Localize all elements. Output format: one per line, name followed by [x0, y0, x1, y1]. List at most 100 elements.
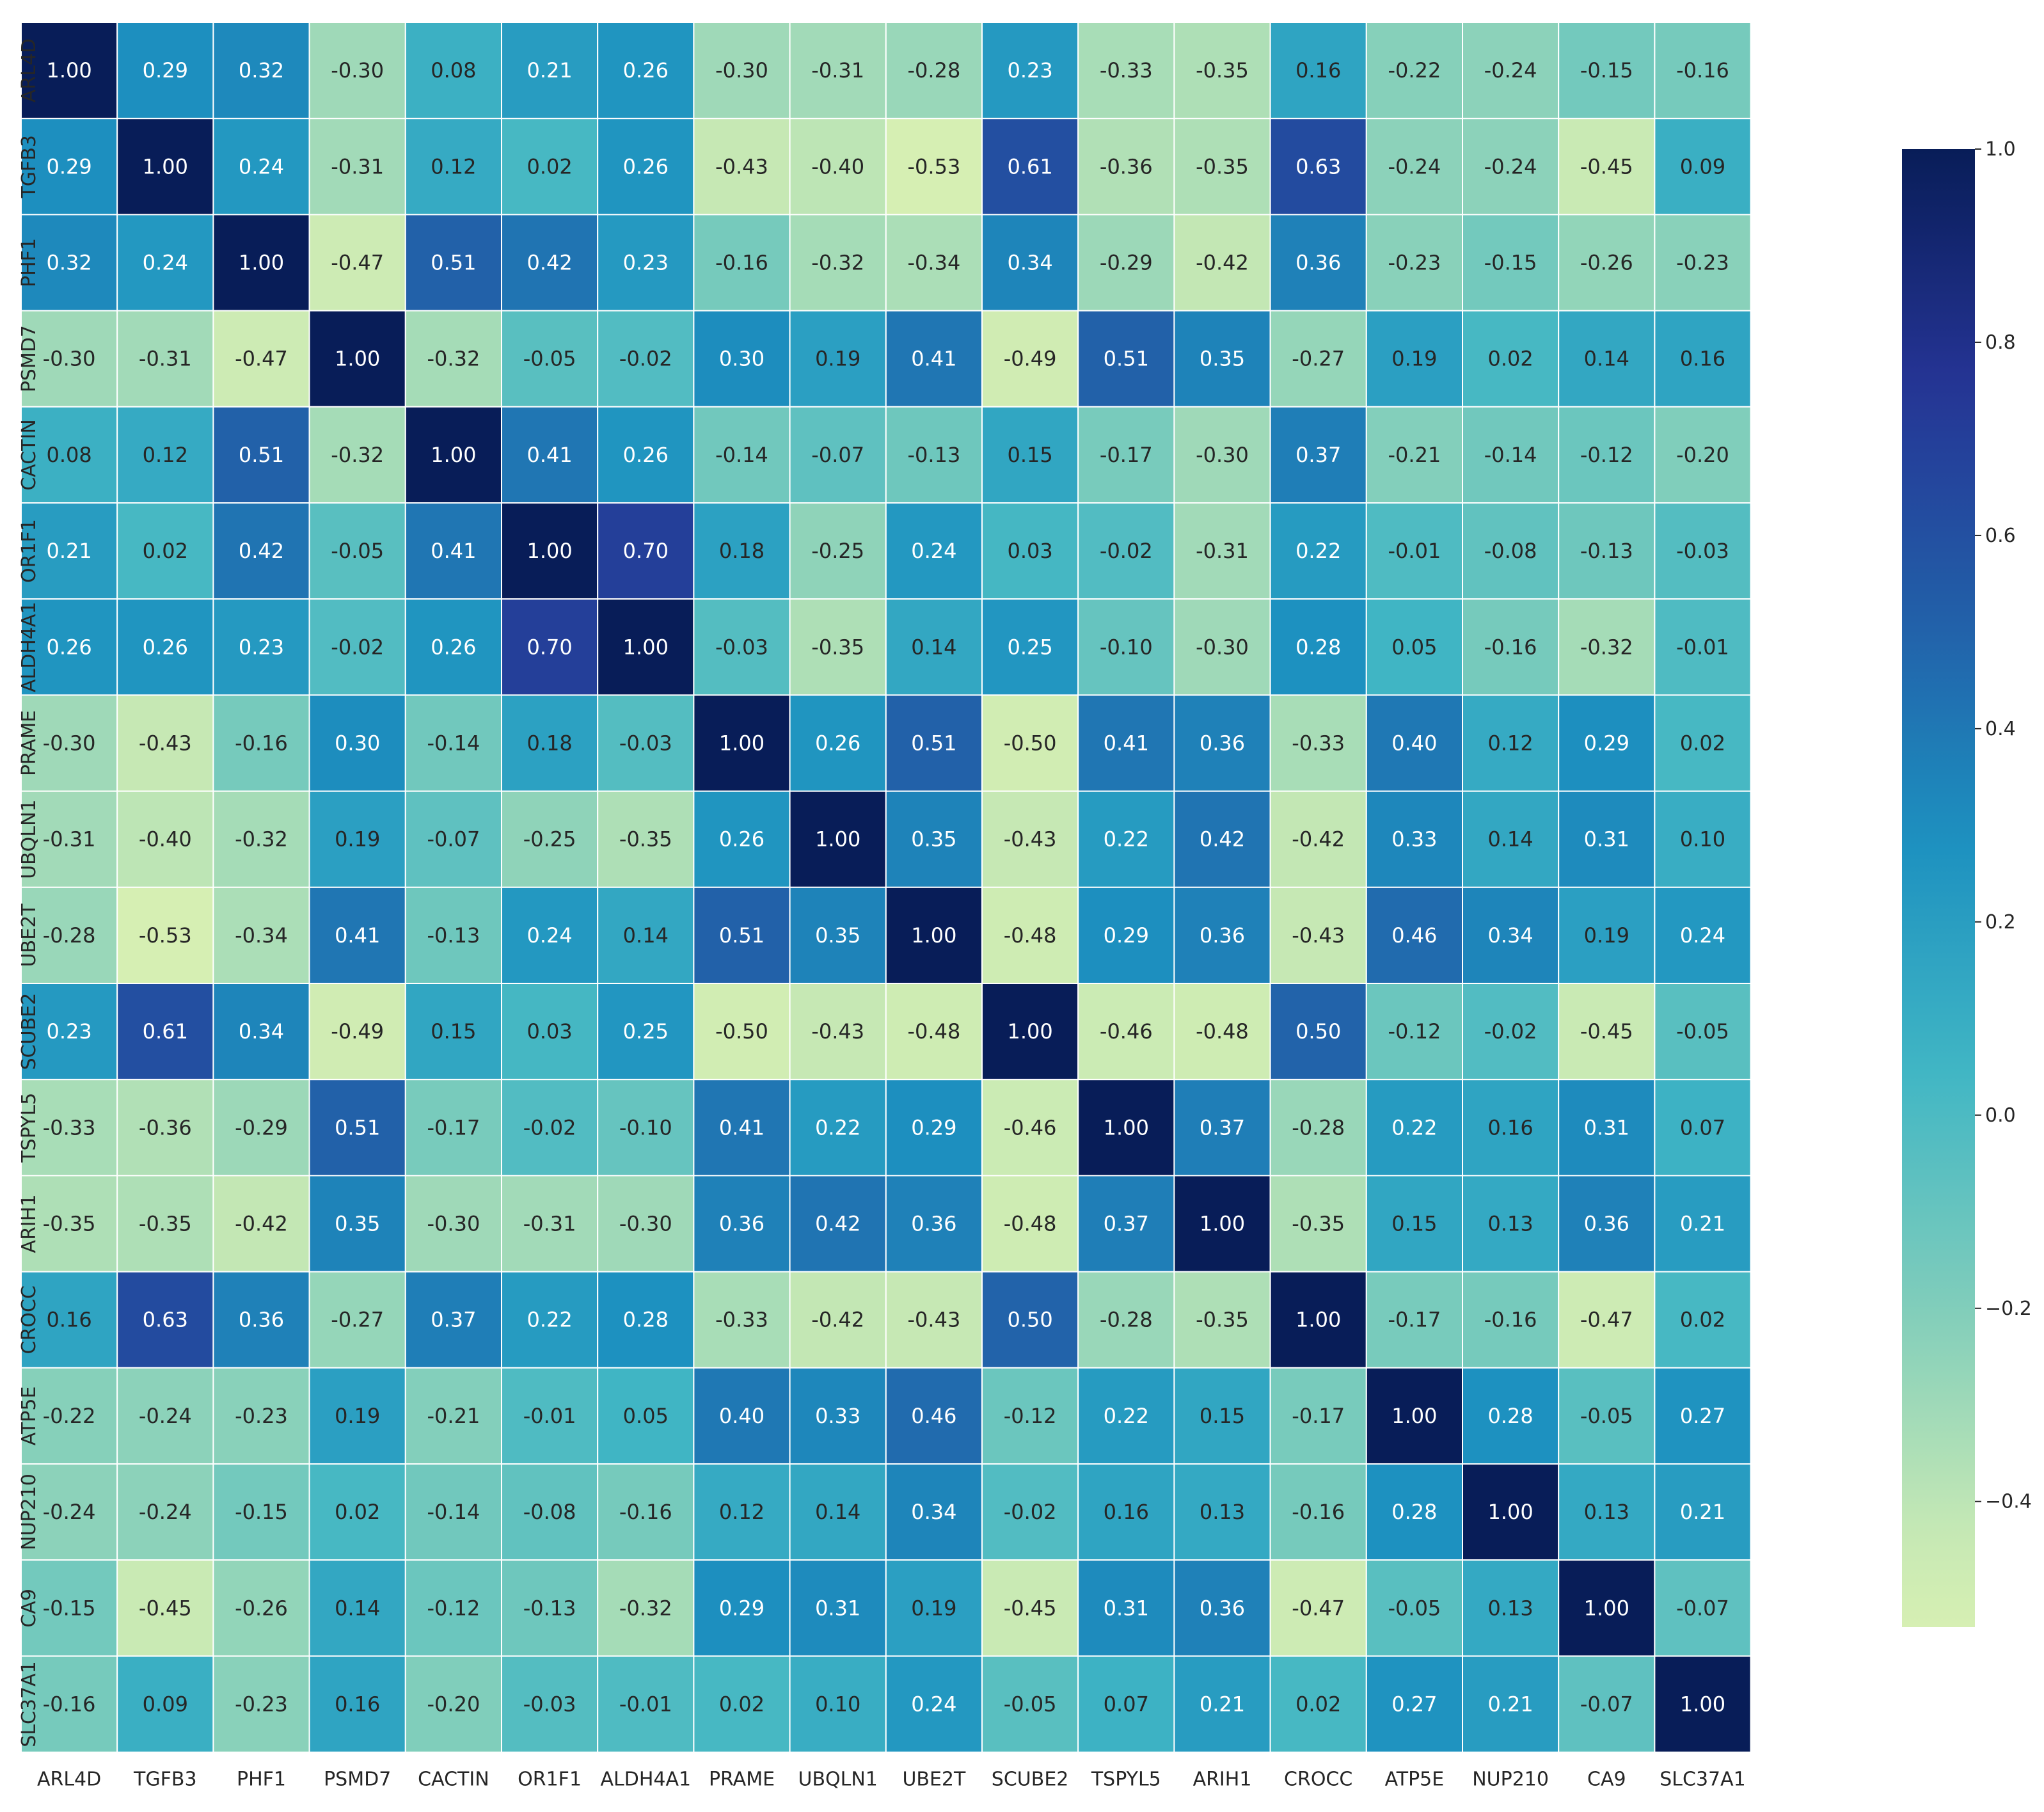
heatmap-cell-OR1F1-ARIH1 — [1173, 502, 1271, 600]
heatmap-cell-PRAME-PSMD7 — [308, 694, 406, 792]
cell-value-label: 0.21 — [1680, 1500, 1725, 1524]
heatmap-cell-TSPYL5-ARL4D — [20, 1079, 118, 1177]
colorbar-tick-label: −0.4 — [1985, 1491, 2032, 1513]
cell-value-label: -0.34 — [235, 923, 288, 948]
cell-value-label: 0.02 — [1295, 1692, 1341, 1717]
heatmap-cell-ARIH1-SCUBE2 — [981, 1175, 1079, 1273]
heatmap-cell-ARIH1-TGFB3 — [116, 1175, 214, 1273]
heatmap-cell-CA9-UBQLN1 — [789, 1559, 887, 1657]
cell-value-label: 0.36 — [1200, 731, 1245, 756]
cell-value-label: 0.51 — [911, 731, 956, 756]
heatmap-cell-ATP5E-CACTIN — [404, 1367, 502, 1465]
cell-value-label: 0.70 — [527, 635, 572, 659]
cell-value-label: 0.08 — [46, 443, 91, 467]
y-tick-label-UBE2T: UBE2T — [18, 903, 40, 967]
cell-value-label: -0.35 — [43, 1212, 96, 1236]
heatmap-cell-CA9-PRAME — [693, 1559, 791, 1657]
heatmap-cell-UBE2T-UBE2T — [885, 886, 983, 985]
heatmap-cell-PHF1-CA9 — [1558, 214, 1656, 312]
cell-value-label: 0.14 — [335, 1596, 380, 1620]
heatmap-cell-PSMD7-NUP210 — [1462, 310, 1560, 408]
cell-value-label: -0.49 — [331, 1019, 384, 1044]
cell-value-label: -0.08 — [523, 1500, 576, 1524]
cell-value-label: -0.03 — [523, 1692, 576, 1717]
cell-value-label: -0.14 — [427, 1500, 480, 1524]
heatmap-cell-PHF1-ATP5E — [1365, 214, 1464, 312]
cell-value-label: -0.17 — [1292, 1404, 1345, 1428]
cell-value-label: 0.51 — [719, 923, 765, 948]
cell-value-label: -0.35 — [1196, 58, 1249, 83]
heatmap-cell-TSPYL5-PSMD7 — [308, 1079, 406, 1177]
cell-value-label: 0.61 — [1007, 154, 1052, 179]
heatmap-cell-SLC37A1-PSMD7 — [308, 1655, 406, 1753]
cell-value-label: 0.02 — [335, 1500, 380, 1524]
cell-value-label: -0.01 — [523, 1404, 576, 1428]
heatmap-cell-UBE2T-ARL4D — [20, 886, 118, 985]
cell-value-label: 0.29 — [1104, 923, 1149, 948]
cell-value-label: 0.09 — [143, 1692, 188, 1717]
cell-value-label: -0.31 — [139, 347, 192, 371]
cell-value-label: -0.01 — [619, 1692, 672, 1717]
cell-value-label: -0.24 — [139, 1500, 192, 1524]
cell-value-label: -0.25 — [523, 827, 576, 852]
cell-value-label: -0.24 — [43, 1500, 96, 1524]
heatmap-cell-ALDH4A1-UBE2T — [885, 598, 983, 696]
cell-value-label: 0.16 — [1487, 1115, 1533, 1140]
cell-value-label: 0.10 — [815, 1692, 860, 1717]
cell-value-label: 0.24 — [1680, 923, 1725, 948]
cell-value-label: -0.47 — [1292, 1596, 1345, 1620]
heatmap-cell-UBE2T-TGFB3 — [116, 886, 214, 985]
cell-value-label: -0.15 — [43, 1596, 96, 1620]
cell-value-label: 0.41 — [431, 539, 476, 563]
heatmap-cell-NUP210-TSPYL5 — [1077, 1463, 1175, 1561]
cell-value-label: -0.20 — [1676, 443, 1729, 467]
heatmap-cell-CACTIN-ALDH4A1 — [597, 406, 695, 504]
cell-value-label: 0.24 — [239, 154, 284, 179]
cell-value-label: -0.16 — [1484, 1308, 1537, 1332]
heatmap-cell-CACTIN-ARL4D — [20, 406, 118, 504]
cell-value-label: 0.42 — [527, 251, 572, 275]
cell-value-label: 0.36 — [1584, 1212, 1629, 1236]
cell-value-label: 0.35 — [815, 923, 860, 948]
cell-value-label: 0.37 — [1295, 443, 1341, 467]
cell-value-label: -0.43 — [908, 1308, 961, 1332]
cell-value-label: 0.12 — [143, 443, 188, 467]
colorbar-tick-label: −0.2 — [1985, 1298, 2032, 1320]
cell-value-label: -0.47 — [235, 347, 288, 371]
cell-value-label: 1.00 — [623, 635, 669, 659]
x-tick-label-ATP5E: ATP5E — [1385, 1768, 1445, 1791]
cell-value-label: 0.37 — [431, 1308, 476, 1332]
cell-value-label: 0.26 — [46, 635, 91, 659]
heatmap-cell-CA9-SLC37A1 — [1654, 1559, 1752, 1657]
heatmap-cell-CA9-CROCC — [1269, 1559, 1367, 1657]
cell-value-label: 0.35 — [335, 1212, 380, 1236]
heatmap-cell-UBQLN1-NUP210 — [1462, 790, 1560, 888]
cell-value-label: -0.45 — [1580, 1019, 1633, 1044]
heatmap-cell-UBQLN1-ARIH1 — [1173, 790, 1271, 888]
cell-value-label: -0.47 — [1580, 1308, 1633, 1332]
heatmap-cell-PRAME-TSPYL5 — [1077, 694, 1175, 792]
heatmap-cell-OR1F1-ATP5E — [1365, 502, 1464, 600]
heatmap-cell-NUP210-CROCC — [1269, 1463, 1367, 1561]
cell-value-label: -0.23 — [1676, 251, 1729, 275]
heatmap-cell-UBQLN1-CROCC — [1269, 790, 1367, 888]
heatmap-cell-SCUBE2-UBQLN1 — [789, 983, 887, 1081]
cell-value-label: 0.19 — [335, 1404, 380, 1428]
cell-value-label: 0.15 — [1200, 1404, 1245, 1428]
heatmap-cell-ARL4D-TSPYL5 — [1077, 22, 1175, 120]
heatmap-cell-SLC37A1-SCUBE2 — [981, 1655, 1079, 1753]
heatmap-cell-CACTIN-PHF1 — [212, 406, 310, 504]
heatmap-cell-OR1F1-TGFB3 — [116, 502, 214, 600]
cell-value-label: -0.17 — [1100, 443, 1153, 467]
heatmap-cell-ALDH4A1-ALDH4A1 — [597, 598, 695, 696]
heatmap-cell-SCUBE2-NUP210 — [1462, 983, 1560, 1081]
cell-value-label: 0.13 — [1487, 1212, 1533, 1236]
heatmap-cell-UBQLN1-TGFB3 — [116, 790, 214, 888]
heatmap-cell-ARL4D-ARL4D — [20, 22, 118, 120]
cell-value-label: -0.13 — [523, 1596, 576, 1620]
cell-value-label: -0.01 — [1388, 539, 1441, 563]
cell-value-label: -0.43 — [1004, 827, 1057, 852]
cell-value-label: -0.23 — [235, 1692, 288, 1717]
cell-value-label: 1.00 — [719, 731, 765, 756]
cell-value-label: -0.35 — [1196, 1308, 1249, 1332]
